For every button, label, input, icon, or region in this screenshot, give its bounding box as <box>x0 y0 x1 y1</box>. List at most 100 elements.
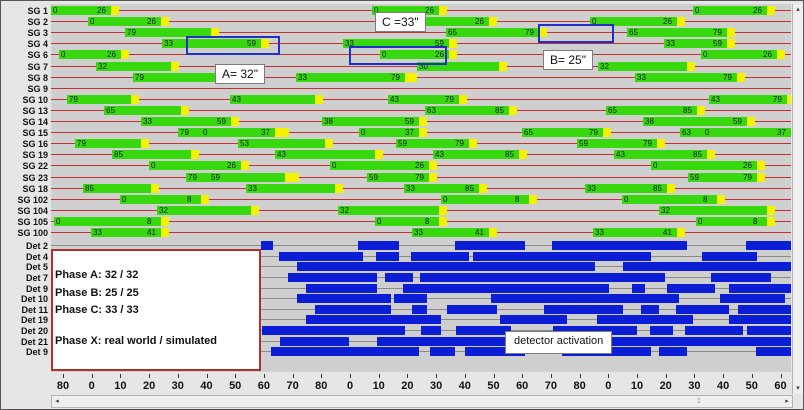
green-phase-bar <box>593 228 677 237</box>
time-axis: 80 0 10 20 30 40 50 60 70 80 0 10 20 30 40 50 60 70 80 0 10 2… <box>51 374 791 394</box>
phase-start-value: 43 <box>232 94 241 104</box>
green-phase-bar <box>112 150 191 160</box>
green-phase-bar <box>590 17 677 27</box>
phase-start-value: 0 <box>698 216 703 226</box>
signal-line <box>51 154 791 156</box>
phase-start-value: 33 <box>414 228 423 237</box>
yellow-phase-bar <box>469 139 477 149</box>
axis-tick <box>550 374 552 378</box>
phase-c-highlight <box>349 46 447 65</box>
row-label: SG 8 <box>27 72 48 83</box>
phase-end-value: 26 <box>435 50 444 60</box>
phase-end-value: 85 <box>495 105 504 115</box>
phase-start-value: 0 <box>53 6 58 15</box>
green-phase-bar <box>585 183 667 193</box>
detector-activation-segment <box>764 283 791 293</box>
detector-activation-segment <box>588 294 679 304</box>
yellow-phase-bar <box>499 61 507 71</box>
callout-detector-activation: detector activation <box>505 331 613 354</box>
detector-activation-segment <box>306 283 377 293</box>
yellow-phase-bar <box>201 194 209 204</box>
phase-end-value: 8 <box>753 216 758 226</box>
yellow-phase-bar <box>697 105 705 115</box>
yellow-phase-bar <box>449 39 457 49</box>
phase-start-value: 53 <box>240 139 249 149</box>
phase-end-value: 26 <box>743 161 752 171</box>
green-phase-bar <box>91 228 161 237</box>
detector-activation-segment <box>579 272 665 282</box>
scroll-left-button[interactable]: ◂ <box>55 398 59 405</box>
phase-end-value: 26 <box>107 50 116 60</box>
detector-activation-segment <box>464 262 539 272</box>
yellow-phase-bar <box>767 216 775 226</box>
axis-tick <box>464 374 466 378</box>
phase-start-value: 63 <box>427 105 436 115</box>
green-phase-bar <box>709 94 787 104</box>
horizontal-scrollbar[interactable]: ◂ ⦙⦙ ▸ <box>51 395 793 408</box>
legend-line-c: Phase C: 33 / 33 <box>55 304 139 316</box>
yellow-phase-bar <box>161 228 169 237</box>
scroll-down-button[interactable]: ▾ <box>796 385 800 392</box>
yellow-phase-bar <box>707 150 715 160</box>
phase-start-value: 59 <box>369 172 378 182</box>
callout-phase-a: A= 32" <box>215 64 265 84</box>
detector-activation-segment <box>473 251 525 261</box>
green-phase-bar <box>522 128 603 138</box>
yellow-phase-bar <box>509 105 517 115</box>
detector-label: Det 4 <box>25 251 48 262</box>
phase-legend: Phase A: 32 / 32 Phase B: 25 / 25 Phase … <box>51 249 261 371</box>
yellow-phase-bar <box>529 194 537 204</box>
green-phase-bar <box>67 94 131 104</box>
green-phase-bar <box>688 172 757 182</box>
green-phase-bar <box>417 61 499 71</box>
yellow-phase-bar <box>717 194 725 204</box>
detector-label: Det 9 <box>25 347 48 358</box>
green-phase-bar <box>643 117 747 126</box>
phase-end-value: 79 <box>525 28 534 38</box>
yellow-phase-bar <box>275 128 283 138</box>
phase-start-value: 63 <box>682 128 691 138</box>
green-phase-bar <box>330 161 429 171</box>
phase-start-value: 65 <box>448 28 457 38</box>
detector-activation-segment <box>262 325 349 335</box>
detector-activation-segment <box>279 251 363 261</box>
phase-end-value: 79 <box>415 172 424 182</box>
row-label: SG 9 <box>27 83 48 94</box>
phase-start-value: 59 <box>398 139 407 149</box>
yellow-phase-bar <box>409 72 417 82</box>
axis-tick <box>637 374 638 378</box>
axis-tick-label: 80 <box>56 380 70 392</box>
phase-start-value: 85 <box>114 150 123 160</box>
phase-start-value: 33 <box>248 183 257 193</box>
detector-activation-segment <box>421 325 441 335</box>
detector-activation-segment <box>333 347 419 357</box>
green-phase-bar <box>404 183 479 193</box>
axis-tick <box>120 374 122 378</box>
detector-activation-segment <box>553 325 637 335</box>
green-phase-bar <box>338 205 439 215</box>
yellow-phase-bar <box>687 61 695 71</box>
axis-tick-label: 80 <box>315 380 328 392</box>
green-phase-bar <box>375 216 439 226</box>
vertical-scrollbar[interactable]: ▴ ▾ <box>792 4 803 394</box>
scroll-thumb-grip[interactable]: ⦙⦙ <box>697 398 701 405</box>
green-phase-bar <box>664 39 727 49</box>
yellow-phase-bar <box>489 228 497 237</box>
axis-tick <box>350 374 351 378</box>
phase-start-value: 43 <box>435 150 444 160</box>
scroll-up-button[interactable]: ▴ <box>796 6 800 13</box>
detector-label: Det 20 <box>20 325 48 336</box>
detector-activation-segment <box>738 336 791 346</box>
detector-activation-segment <box>412 304 427 314</box>
green-phase-bar <box>598 61 687 71</box>
phase-start-value: 33 <box>143 117 152 126</box>
detector-activation-segment <box>623 262 721 272</box>
scroll-right-button[interactable]: ▸ <box>785 398 789 405</box>
yellow-phase-bar <box>375 150 383 160</box>
phase-end-value: 59 <box>217 117 226 126</box>
yellow-phase-bar <box>315 94 323 104</box>
yellow-phase-bar <box>111 6 119 15</box>
yellow-phase-bar <box>405 72 413 82</box>
detector-activation-segment <box>668 336 763 346</box>
